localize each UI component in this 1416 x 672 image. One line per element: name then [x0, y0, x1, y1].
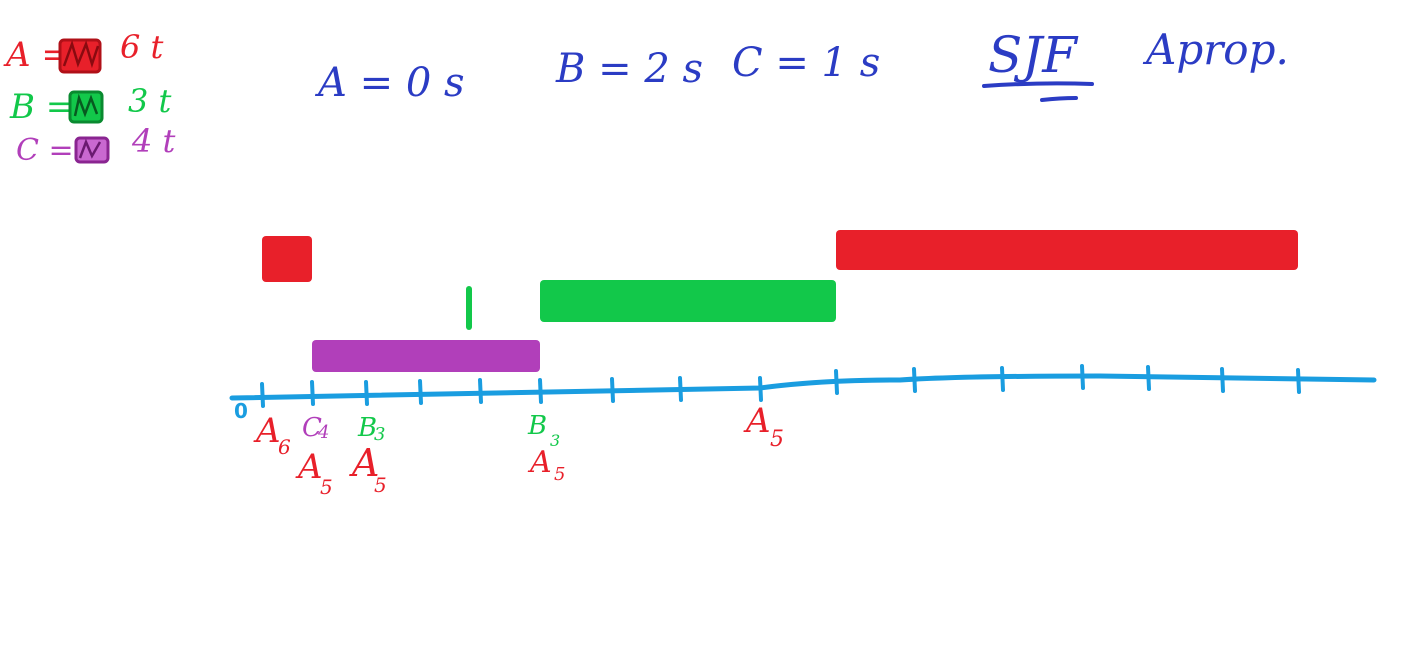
timeline-tick-3: [418, 379, 423, 405]
timeline-axis: [229, 373, 1377, 401]
timeline-ticks: [260, 364, 1301, 408]
gantt-bars: [262, 230, 1298, 372]
gantt-bar-b-2: [466, 286, 472, 330]
gantt-bar-c-1: [312, 340, 540, 372]
annotation-a6-sub: 6: [278, 435, 291, 459]
annotation-a5-2-main: A: [349, 441, 379, 485]
arrival-times: A = 0 s B = 2 s C = 1 s: [314, 40, 880, 106]
legend-swatch-a-scribble: [62, 40, 100, 69]
annotation-a5-2: A 5: [349, 441, 387, 497]
annotation-a5-2-sub: 5: [374, 473, 387, 497]
legend-item-a: A = 6 t: [3, 28, 164, 75]
timeline-tick-4: [478, 378, 483, 404]
annotation-a5-4-sub: 5: [770, 427, 784, 452]
heading-underline-1: [982, 81, 1094, 88]
annotation-b3-2-main: B: [527, 411, 547, 441]
annotation-b3-2: B 3: [527, 411, 560, 450]
timeline-tick-11: [1000, 366, 1005, 392]
timeline-tick-1: [310, 380, 315, 406]
timeline-tick-9: [834, 369, 839, 395]
timeline-tick-2: [364, 380, 369, 406]
annotation-b3-2-sub: 3: [550, 431, 560, 450]
legend-duration-c: 4 t: [131, 122, 176, 160]
legend-duration-b: 3 t: [128, 82, 172, 120]
legend-item-c: C = 4 t: [16, 122, 176, 168]
annotation-c4-main: C: [302, 413, 322, 443]
heading-subtitle: Aprop.: [1142, 25, 1289, 74]
legend-swatch-c-scribble: [78, 138, 102, 159]
annotation-c4: C 4: [302, 413, 329, 443]
timeline-tick-8: [758, 376, 763, 402]
annotation-a5-3-main: A: [527, 445, 552, 480]
annotation-a5-4-main: A: [743, 401, 771, 441]
arrival-c: C = 1 s: [732, 40, 880, 86]
annotation-a5-1: A 5: [295, 447, 333, 499]
annotation-a5-1-sub: 5: [320, 475, 333, 499]
legend-label-c: C =: [16, 133, 74, 168]
legend-swatch-b-scribble: [73, 93, 99, 118]
timeline-origin-label: 0: [234, 399, 248, 423]
timeline: 0: [229, 364, 1377, 423]
legend-swatch-b: [68, 90, 104, 124]
timeline-tick-5: [538, 378, 543, 404]
arrival-a: A = 0 s: [314, 60, 465, 106]
heading: SJF Aprop.: [982, 25, 1289, 102]
annotation-a5-4: A 5: [743, 401, 784, 452]
timeline-tick-12: [1080, 364, 1085, 390]
legend-item-b: B = 3 t: [9, 82, 172, 127]
timeline-tick-0: [260, 382, 265, 408]
timeline-tick-15: [1296, 368, 1301, 394]
gantt-bar-b-3: [540, 280, 836, 322]
timeline-tick-7: [678, 376, 683, 402]
legend-duration-a: 6 t: [120, 28, 164, 66]
heading-underline-2: [1040, 96, 1078, 102]
arrival-b: B = 2 s: [555, 46, 703, 92]
annotation-a6-main: A: [253, 411, 281, 451]
timeline-annotations: A 6 C 4 A 5 B 3 A 5 B 3 A 5 A 5: [253, 401, 784, 499]
annotation-b3-1: B 3: [357, 413, 385, 445]
annotation-a5-3-sub: 5: [554, 464, 565, 485]
gantt-bar-a-4: [836, 230, 1298, 270]
timeline-tick-14: [1220, 367, 1225, 393]
annotation-a5-1-main: A: [295, 447, 323, 487]
annotation-b3-1-sub: 3: [374, 424, 385, 445]
annotation-a5-3: A 5: [527, 445, 565, 485]
annotation-b3-1-main: B: [357, 413, 377, 443]
annotation-c4-sub: 4: [317, 422, 329, 443]
timeline-tick-13: [1146, 365, 1151, 391]
legend-label-b: B =: [9, 87, 74, 127]
timeline-tick-10: [912, 367, 917, 393]
heading-title: SJF: [988, 26, 1079, 84]
gantt-bar-a-0: [262, 236, 312, 282]
timeline-tick-6: [610, 377, 615, 403]
annotation-a6: A 6: [253, 411, 291, 459]
legend: A = 6 t B = 3 t C = 4 t: [3, 28, 176, 168]
